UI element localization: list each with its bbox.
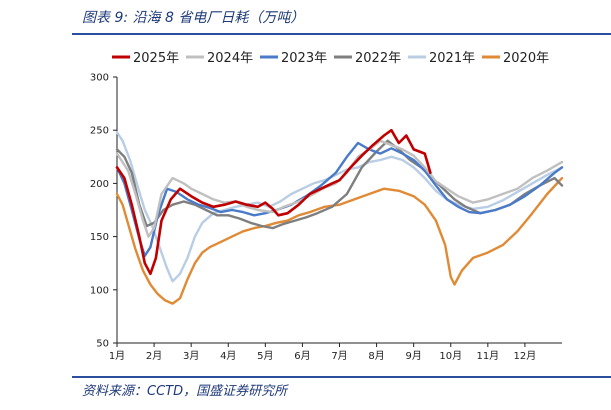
series-line-2024年	[115, 139, 564, 238]
x-tick-label: 7月	[331, 350, 347, 360]
figure-caption: 图表 9: 沿海 8 省电厂日耗（万吨）	[82, 10, 305, 26]
y-tick-label: 100	[90, 285, 109, 296]
x-axis: 1月 2月 3月 4月 5月 6月 7月 8月 9月 10月 11月 12月	[109, 342, 562, 360]
x-tick-label: 6月	[294, 350, 310, 360]
legend-label: 2023年	[281, 51, 327, 66]
caption-rule	[72, 33, 611, 35]
line-chart: 2025年 2024年 2023年 2022年 2021年 2020年 50 100 150 2…	[90, 51, 564, 360]
y-tick-label: 50	[96, 339, 109, 350]
y-tick-label: 300	[90, 73, 109, 84]
series-line-2020年	[115, 176, 564, 305]
y-axis: 50 100 150 200 250 300	[90, 73, 118, 350]
x-tick-label: 12月	[514, 350, 537, 360]
series-line-2025年	[115, 128, 432, 276]
legend-label: 2021年	[429, 51, 475, 66]
y-tick-label: 250	[90, 126, 109, 137]
x-tick-label: 10月	[439, 350, 462, 360]
chart-legend: 2025年 2024年 2023年 2022年 2021年 2020年	[112, 51, 549, 66]
x-tick-label: 2月	[146, 350, 162, 360]
legend-label: 2025年	[133, 51, 179, 66]
legend-label: 2020年	[503, 51, 549, 66]
y-tick-label: 150	[90, 232, 109, 243]
x-tick-label: 4月	[220, 350, 236, 360]
x-tick-label: 8月	[368, 350, 384, 360]
series-line-2023年	[115, 141, 564, 257]
source-note: 资料来源：CCTD，国盛证券研究所	[82, 384, 288, 399]
x-tick-label: 5月	[257, 350, 273, 360]
legend-label: 2022年	[355, 51, 401, 66]
series-line-2021年	[115, 131, 564, 283]
legend-label: 2024年	[207, 51, 253, 66]
source-rule	[72, 376, 611, 378]
x-tick-label: 3月	[183, 350, 199, 360]
plot-area	[115, 128, 564, 305]
y-tick-label: 200	[90, 179, 109, 190]
x-tick-label: 9月	[405, 350, 421, 360]
x-tick-label: 11月	[476, 350, 499, 360]
x-tick-label: 1月	[109, 350, 125, 360]
